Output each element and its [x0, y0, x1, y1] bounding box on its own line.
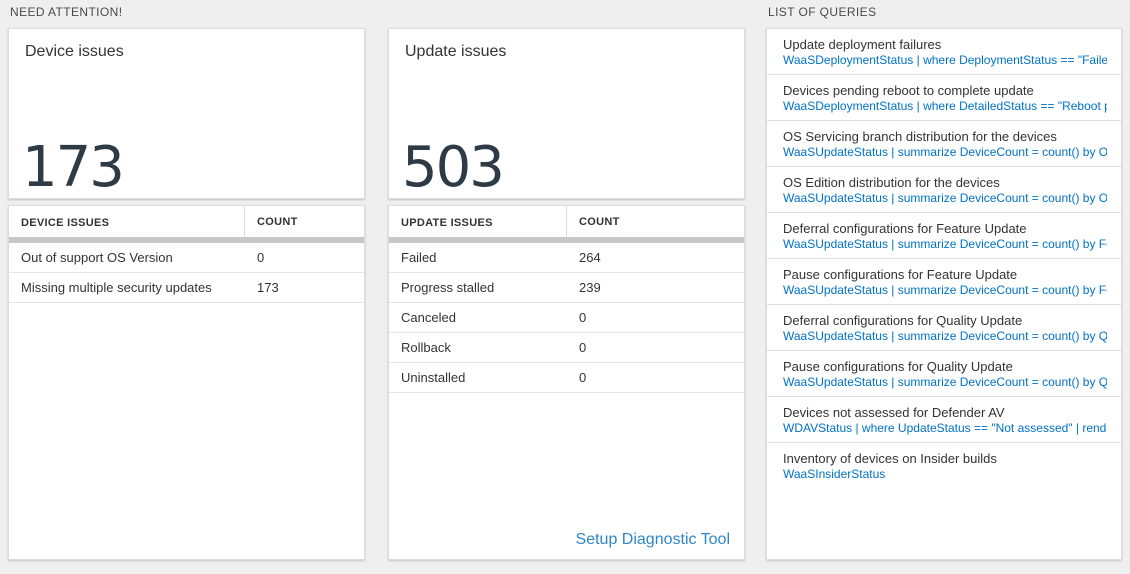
row-label: Out of support OS Version	[21, 250, 173, 265]
query-title: Update deployment failures	[783, 37, 942, 52]
query-title: Inventory of devices on Insider builds	[783, 451, 997, 466]
device-issues-table: DEVICE ISSUES COUNT Out of support OS Ve…	[8, 205, 365, 560]
count-col-header: COUNT	[579, 215, 620, 228]
query-item[interactable]: Update deployment failures WaaSDeploymen…	[767, 29, 1121, 75]
setup-diagnostic-tool-link[interactable]: Setup Diagnostic Tool	[575, 531, 730, 548]
query-item[interactable]: Devices pending reboot to complete updat…	[767, 75, 1121, 121]
query-link[interactable]: WaaSDeploymentStatus | where DetailedSta…	[783, 99, 1107, 113]
query-item[interactable]: Pause configurations for Feature Update …	[767, 259, 1121, 305]
row-count: 264	[579, 250, 601, 265]
table-row[interactable]: Missing multiple security updates 173	[9, 273, 364, 303]
query-title: Deferral configurations for Feature Upda…	[783, 221, 1027, 236]
query-title: Devices not assessed for Defender AV	[783, 405, 1005, 420]
update-issues-table-header: UPDATE ISSUES COUNT	[389, 206, 744, 237]
query-link[interactable]: WaaSUpdateStatus | summarize DeviceCount…	[783, 237, 1107, 251]
row-label: Progress stalled	[401, 280, 495, 295]
update-issues-title: Update issues	[405, 43, 507, 60]
list-of-queries-heading: LIST OF QUERIES	[768, 5, 877, 19]
query-link[interactable]: WaaSUpdateStatus | summarize DeviceCount…	[783, 191, 1107, 205]
table-row[interactable]: Uninstalled 0	[389, 363, 744, 393]
row-count: 0	[579, 310, 587, 325]
query-link[interactable]: WaaSUpdateStatus | summarize DeviceCount…	[783, 145, 1107, 159]
row-count: 0	[579, 370, 587, 385]
update-issues-tile[interactable]: Update issues 503	[388, 28, 745, 199]
need-attention-heading: NEED ATTENTION!	[10, 5, 123, 19]
table-row[interactable]: Rollback 0	[389, 333, 744, 363]
query-item[interactable]: OS Servicing branch distribution for the…	[767, 121, 1121, 167]
device-issues-tile[interactable]: Device issues 173	[8, 28, 365, 199]
query-item[interactable]: OS Edition distribution for the devices …	[767, 167, 1121, 213]
row-count: 0	[579, 340, 587, 355]
table-row[interactable]: Canceled 0	[389, 303, 744, 333]
update-issues-count: 503	[402, 135, 505, 200]
query-link[interactable]: WDAVStatus | where UpdateStatus == "Not …	[783, 421, 1107, 435]
query-item[interactable]: Inventory of devices on Insider builds W…	[767, 443, 1121, 488]
row-count: 239	[579, 280, 601, 295]
row-count: 173	[257, 280, 279, 295]
table-row[interactable]: Out of support OS Version 0	[9, 243, 364, 273]
header-divider-bar	[9, 237, 364, 243]
query-item[interactable]: Pause configurations for Quality Update …	[767, 351, 1121, 397]
count-col-header: COUNT	[257, 215, 298, 228]
query-link[interactable]: WaaSDeploymentStatus | where DeploymentS…	[783, 53, 1107, 67]
row-label: Canceled	[401, 310, 456, 325]
device-issues-col-header: DEVICE ISSUES	[21, 216, 110, 229]
query-link[interactable]: WaaSUpdateStatus | summarize DeviceCount…	[783, 283, 1107, 297]
queries-panel: Update deployment failures WaaSDeploymen…	[766, 28, 1122, 560]
row-label: Missing multiple security updates	[21, 280, 212, 295]
row-label: Rollback	[401, 340, 451, 355]
row-label: Failed	[401, 250, 437, 265]
query-link[interactable]: WaaSUpdateStatus | summarize DeviceCount…	[783, 375, 1107, 389]
query-title: Pause configurations for Feature Update	[783, 267, 1018, 282]
update-issues-table: UPDATE ISSUES COUNT Failed 264 Progress …	[388, 205, 745, 560]
device-issues-title: Device issues	[25, 43, 124, 60]
device-issues-table-header: DEVICE ISSUES COUNT	[9, 206, 364, 237]
query-title: Devices pending reboot to complete updat…	[783, 83, 1034, 98]
query-title: OS Servicing branch distribution for the…	[783, 129, 1057, 144]
query-item[interactable]: Deferral configurations for Quality Upda…	[767, 305, 1121, 351]
device-issues-count: 173	[22, 135, 125, 200]
table-row[interactable]: Failed 264	[389, 243, 744, 273]
query-item[interactable]: Devices not assessed for Defender AV WDA…	[767, 397, 1121, 443]
row-count: 0	[257, 250, 265, 265]
query-link[interactable]: WaaSUpdateStatus | summarize DeviceCount…	[783, 329, 1107, 343]
query-link[interactable]: WaaSInsiderStatus	[783, 467, 886, 481]
header-divider-bar	[389, 237, 744, 243]
query-title: Deferral configurations for Quality Upda…	[783, 313, 1023, 328]
update-issues-col-header: UPDATE ISSUES	[401, 216, 493, 229]
table-row[interactable]: Progress stalled 239	[389, 273, 744, 303]
query-title: Pause configurations for Quality Update	[783, 359, 1013, 374]
query-item[interactable]: Deferral configurations for Feature Upda…	[767, 213, 1121, 259]
query-title: OS Edition distribution for the devices	[783, 175, 1000, 190]
row-label: Uninstalled	[401, 370, 466, 385]
